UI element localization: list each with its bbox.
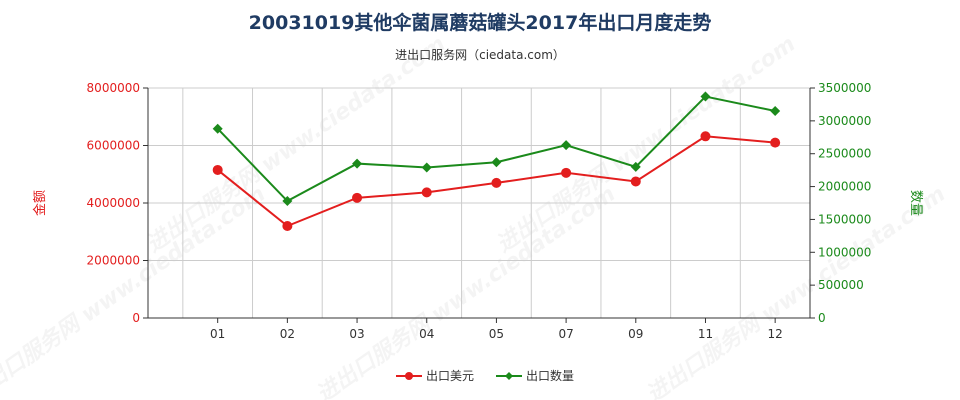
x-tick-label: 09 bbox=[628, 327, 643, 341]
x-tick-label: 03 bbox=[349, 327, 364, 341]
y-right-tick-label: 3000000 bbox=[818, 114, 871, 128]
data-point bbox=[770, 106, 781, 116]
legend-label: 出口数量 bbox=[526, 368, 574, 383]
y-right-tick-label: 500000 bbox=[818, 278, 864, 292]
legend-marker bbox=[505, 372, 513, 380]
y-left-tick-label: 6000000 bbox=[87, 139, 140, 153]
data-point bbox=[421, 187, 432, 198]
data-point bbox=[282, 221, 293, 231]
y-right-tick-label: 1500000 bbox=[818, 212, 871, 226]
data-point bbox=[561, 140, 572, 151]
x-tick-label: 01 bbox=[210, 327, 225, 341]
y-right-tick-label: 2000000 bbox=[818, 180, 871, 194]
data-point bbox=[770, 137, 781, 148]
y-right-tick-label: 1000000 bbox=[818, 245, 871, 259]
data-point bbox=[491, 177, 502, 188]
y-right-tick-label: 3500000 bbox=[818, 81, 871, 95]
watermark-text: 进出口服务网 www.ciedata.com bbox=[492, 32, 800, 258]
y-left-axis-title: 金额 bbox=[32, 190, 48, 216]
y-left-tick-label: 8000000 bbox=[87, 81, 140, 95]
legend-marker bbox=[405, 372, 413, 380]
watermark-text: 进出口服务网 www.ciedata.com bbox=[642, 182, 950, 400]
x-tick-label: 02 bbox=[280, 327, 295, 341]
data-point bbox=[491, 157, 502, 168]
data-point bbox=[630, 176, 641, 187]
data-point bbox=[421, 162, 432, 173]
data-point bbox=[630, 161, 641, 172]
data-point bbox=[561, 167, 572, 178]
data-point bbox=[352, 158, 363, 169]
x-tick-label: 12 bbox=[768, 327, 783, 341]
y-left-tick-label: 0 bbox=[132, 311, 140, 325]
chart-title: 20031019其他伞菌属蘑菇罐头2017年出口月度走势 bbox=[248, 12, 712, 34]
watermark-text: 进出口服务网 www.ciedata.com bbox=[142, 32, 450, 258]
x-tick-label: 05 bbox=[489, 327, 504, 341]
chart-subtitle: 进出口服务网（ciedata.com） bbox=[395, 48, 565, 62]
legend-label: 出口美元 bbox=[426, 369, 474, 383]
y-right-tick-label: 0 bbox=[818, 311, 826, 325]
y-right-axis-title: 数量 bbox=[908, 190, 923, 216]
y-left-tick-label: 4000000 bbox=[87, 196, 140, 210]
data-point bbox=[282, 196, 293, 207]
watermark-text: 进出口服务网 www.ciedata.com bbox=[312, 182, 620, 400]
x-tick-label: 04 bbox=[419, 327, 434, 341]
data-point bbox=[212, 123, 223, 134]
data-point bbox=[212, 164, 223, 175]
y-right-tick-label: 2500000 bbox=[818, 147, 871, 161]
y-left-tick-label: 2000000 bbox=[87, 254, 140, 268]
data-point bbox=[352, 192, 363, 203]
data-point bbox=[700, 131, 711, 142]
data-point bbox=[700, 91, 711, 102]
x-tick-label: 11 bbox=[698, 327, 713, 341]
x-tick-label: 07 bbox=[558, 327, 573, 341]
